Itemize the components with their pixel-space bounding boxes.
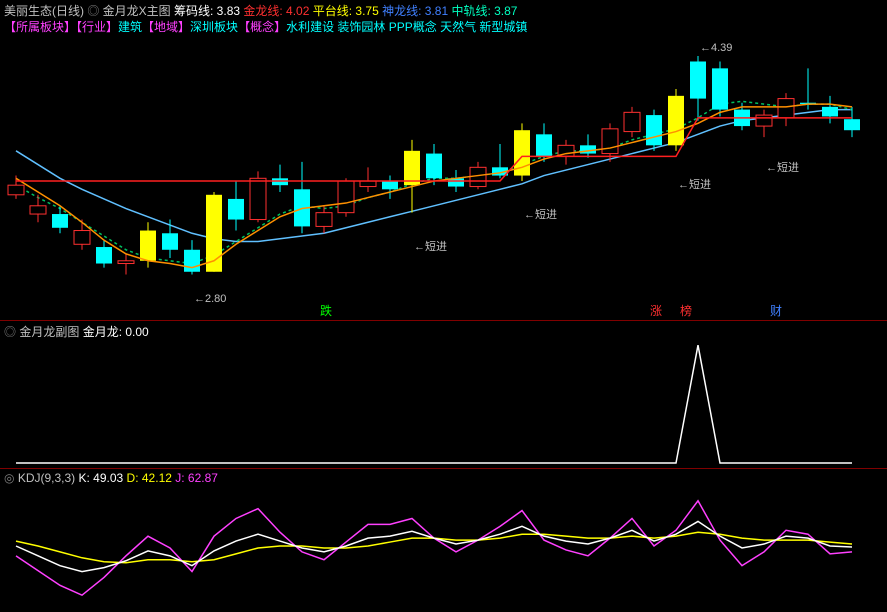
price-annotation: ←短进 [678,176,711,192]
tag-row: 跌涨榜财 [0,302,887,318]
sub-indicator-chart: ◎ 金月龙副图 金月龙: 0.00 [0,320,887,466]
price-annotation: ←短进 [766,159,799,175]
tag-label: 财 [770,302,782,319]
kdj-chart: ◎ KDJ(9,3,3) K: 49.03 D: 42.12 J: 62.87 [0,468,887,608]
header-line-2: 【所属板块】【行业】建筑【地域】深圳板块【概念】水利建设 装饰园林 PPP概念 … [4,18,527,35]
tag-label: 涨 [650,302,662,319]
main-candlestick-chart: ←2.80←4.39←短进←短进←短进←短进 [0,34,887,302]
price-annotation: ←短进 [524,206,557,222]
tag-label: 跌 [320,302,332,319]
header-line-1: 美丽生态(日线) ◎ 金月龙X主图 筹码线: 3.83 金龙线: 4.02 平台… [4,2,517,19]
tag-label: 榜 [680,302,692,319]
price-annotation: ←短进 [414,238,447,254]
price-annotation: ←4.39 [700,42,732,54]
